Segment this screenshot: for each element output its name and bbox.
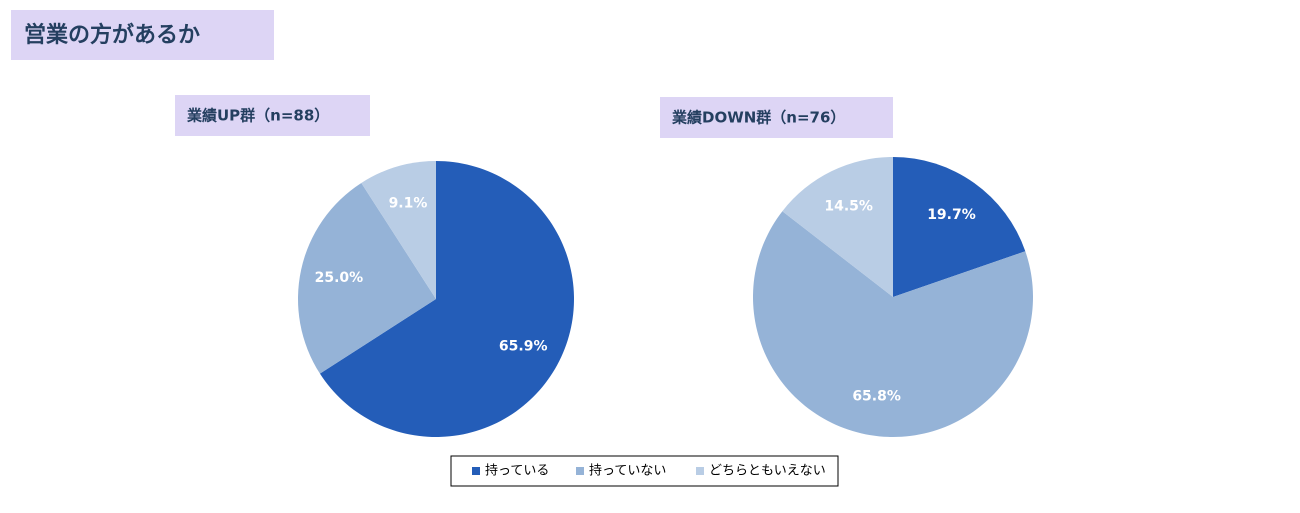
data-label: 65.8% xyxy=(852,388,901,404)
legend-swatch xyxy=(576,467,584,475)
legend-label: 持っていない xyxy=(589,464,666,479)
data-label: 9.1% xyxy=(389,196,428,212)
legend-label: どちらともいえない xyxy=(709,464,826,479)
title-box xyxy=(11,10,274,60)
subtitle-box xyxy=(660,97,893,138)
pie-slice xyxy=(893,157,1026,297)
legend xyxy=(450,455,839,487)
chart-title: 業績DOWN群（n=76） xyxy=(671,109,845,127)
legend-label: 持っている xyxy=(485,464,549,479)
legend-swatch xyxy=(472,467,480,475)
pie-slice xyxy=(782,157,893,297)
data-label: 14.5% xyxy=(824,198,873,214)
data-label: 65.9% xyxy=(499,339,548,355)
page-title: 営業の方があるか xyxy=(24,22,200,48)
pie-slice xyxy=(319,161,574,437)
data-label: 25.0% xyxy=(315,270,364,286)
chart-title: 業績UP群（n=88） xyxy=(186,107,329,125)
pie-slice xyxy=(753,211,1033,438)
subtitle-box xyxy=(175,95,370,136)
pie-slice xyxy=(361,161,436,299)
data-label: 19.7% xyxy=(927,207,976,223)
legend-swatch xyxy=(696,467,704,475)
pie-slice xyxy=(297,182,436,374)
